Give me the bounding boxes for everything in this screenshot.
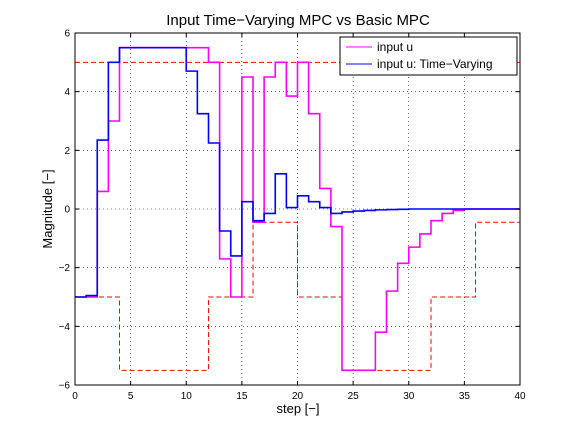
x-tick-label: 5 [128,391,134,402]
x-tick-label: 0 [72,391,78,402]
x-tick-label: 15 [236,391,248,402]
series-line-2 [75,221,520,371]
x-tick-label: 35 [459,391,471,402]
legend: input u input u: Time−Varying [339,36,518,76]
y-tick-label: −2 [59,263,71,274]
legend-label: input u [377,40,413,54]
ticks: 0 5 10 15 20 25 30 35 40 −6 −4 −2 0 2 4 6 [59,29,526,403]
x-tick-label: 10 [181,391,193,402]
x-tick-label: 30 [403,391,415,402]
y-tick-label: 0 [64,205,70,216]
x-tick-label: 25 [348,391,360,402]
y-tick-label: −4 [59,322,71,333]
y-tick-label: −6 [59,381,71,392]
y-axis-label: Magnitude [−] [40,169,55,248]
series-line-1 [75,46,520,298]
x-tick-label: 20 [292,391,304,402]
y-tick-label: 2 [64,146,70,157]
legend-label: input u: Time−Varying [377,57,493,71]
y-tick-label: 4 [64,87,70,98]
legend-box [339,36,518,76]
y-tick-label: 6 [64,29,70,40]
x-tick-label: 40 [514,391,526,402]
x-axis-label: step [−] [277,401,320,416]
chart-title: Input Time−Varying MPC vs Basic MPC [166,12,430,29]
